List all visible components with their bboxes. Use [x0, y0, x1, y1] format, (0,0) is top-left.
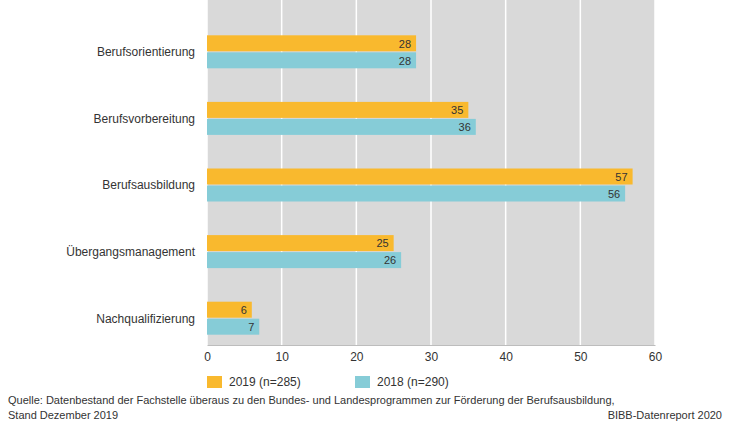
tick: 50 — [574, 345, 588, 364]
bar — [207, 102, 468, 118]
bar — [207, 52, 416, 68]
category-label: Übergangsmanagement — [66, 245, 195, 259]
source: Quelle: Datenbestand der Fachstelle über… — [8, 394, 615, 421]
tick-label: 0 — [204, 350, 211, 364]
grid — [207, 0, 655, 345]
tick-label: 10 — [275, 350, 289, 364]
y-axis: Berufsorientierung Berufsvorbereitung Beru… — [66, 45, 207, 325]
bar — [207, 302, 252, 318]
tick: Berufsorientierung — [97, 45, 207, 59]
bar — [207, 169, 633, 185]
tick-label: 20 — [350, 350, 364, 364]
axis-line — [208, 345, 656, 346]
bar — [207, 186, 625, 202]
tick: Berufsvorbereitung — [94, 112, 207, 126]
bar — [207, 235, 394, 251]
x-axis: 0 10 20 30 40 50 60 — [204, 345, 662, 364]
tick: 30 — [425, 345, 439, 364]
data-label: 26 — [384, 254, 396, 266]
legend-swatch — [355, 376, 370, 388]
legend: 2019 (n=285) 2018 (n=290) — [207, 375, 449, 389]
tick-label: 50 — [574, 350, 588, 364]
category-label: Nachqualifizierung — [96, 312, 195, 326]
bar — [207, 119, 476, 135]
tick: 0 — [204, 345, 211, 364]
source-line: Stand Dezember 2019 — [8, 409, 118, 421]
data-labels: 28 35 57 25 6 28 36 56 26 7 — [241, 38, 628, 333]
source-line: Quelle: Datenbestand der Fachstelle über… — [8, 394, 615, 406]
tick: 60 — [649, 345, 663, 364]
chart: 28 35 57 25 6 28 36 56 26 7 0 10 20 30 40 50 60 Berufsori… — [0, 0, 730, 435]
tick: 10 — [275, 345, 289, 364]
legend-label: 2019 (n=285) — [229, 375, 301, 389]
tick: Nachqualifizierung — [96, 312, 207, 326]
category-label: Berufsausbildung — [102, 178, 195, 192]
data-label: 57 — [615, 171, 627, 183]
data-label: 28 — [399, 38, 411, 50]
bar — [207, 319, 259, 335]
data-label: 7 — [248, 321, 254, 333]
legend-label: 2018 (n=290) — [377, 375, 449, 389]
tick-label: 40 — [499, 350, 513, 364]
legend-swatch — [207, 376, 222, 388]
tick: Berufsausbildung — [102, 178, 207, 192]
bar — [207, 252, 401, 268]
tick: 40 — [499, 345, 513, 364]
plot-background — [207, 0, 655, 345]
tick-label: 30 — [425, 350, 439, 364]
data-label: 36 — [459, 121, 471, 133]
credit: BIBB-Datenreport 2020 — [608, 409, 722, 421]
data-label: 35 — [451, 104, 463, 116]
bar — [207, 35, 416, 51]
tick-label: 60 — [649, 350, 663, 364]
category-label: Berufsvorbereitung — [94, 112, 195, 126]
data-label: 25 — [376, 237, 388, 249]
data-label: 6 — [241, 304, 247, 316]
tick: 20 — [350, 345, 364, 364]
category-label: Berufsorientierung — [97, 45, 195, 59]
grid-line — [654, 0, 656, 345]
data-label: 28 — [399, 55, 411, 67]
tick: Übergangsmanagement — [66, 245, 207, 259]
bars — [207, 35, 633, 334]
data-label: 56 — [608, 188, 620, 200]
